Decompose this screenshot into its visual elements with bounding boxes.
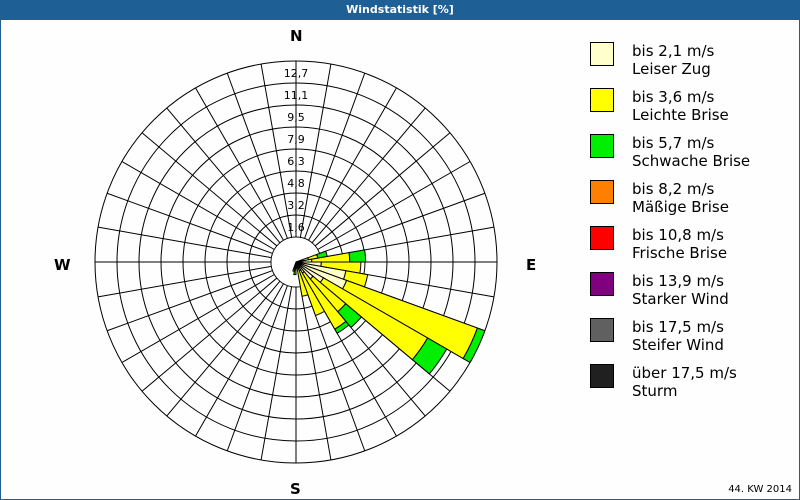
wind-sector-segment [348, 249, 367, 263]
legend-range: bis 8,2 m/s [632, 180, 715, 198]
radial-tick-label: 6,3 [287, 155, 305, 168]
legend-label: Schwache Brise [632, 152, 751, 170]
legend-swatch [590, 42, 614, 66]
legend-swatch [590, 88, 614, 112]
legend-label: Leichte Brise [632, 106, 729, 124]
wind-sector-segment [334, 320, 350, 334]
legend-label: Frische Brise [632, 244, 728, 262]
radial-tick-label: 3,2 [287, 199, 305, 212]
legend-label: Steifer Wind [632, 336, 724, 354]
legend-range: bis 2,1 m/s [632, 42, 715, 60]
wind-sector-segment [293, 269, 297, 276]
legend-range: bis 10,8 m/s [632, 226, 724, 244]
compass-east-label: E [526, 256, 537, 274]
legend-label: Mäßige Brise [632, 198, 729, 216]
radial-tick-label: 9,5 [287, 111, 305, 124]
radial-tick-label: 4,8 [287, 177, 305, 190]
wind-sector-segment [337, 303, 363, 329]
wind-sector-segment [298, 269, 326, 317]
legend-swatch [590, 272, 614, 296]
compass-west-label: W [54, 256, 71, 274]
radial-tick-label: 12,7 [284, 67, 309, 80]
wind-sector-segment [462, 327, 486, 364]
legend-range: bis 3,6 m/s [632, 88, 715, 106]
legend-swatch [590, 180, 614, 204]
wind-sector-segment [296, 267, 309, 297]
legend-range: über 17,5 m/s [632, 364, 737, 382]
wind-rose-chart: 1,6 3,2 4,8 6,3 7,9 9,5 11,1 12,7 [94, 60, 498, 464]
compass-south-label: S [290, 480, 301, 498]
radial-tick-label: 7,9 [287, 133, 305, 146]
legend-label: Sturm [632, 382, 678, 400]
title-bar: Windstatistik [%] [0, 0, 800, 20]
legend-swatch [590, 226, 614, 250]
radial-tick-label: 1,6 [287, 221, 305, 234]
compass-north-label: N [290, 27, 303, 45]
legend-swatch [590, 318, 614, 342]
legend-range: bis 17,5 m/s [632, 318, 724, 336]
legend-swatch [590, 134, 614, 158]
week-label: 44. KW 2014 [728, 484, 792, 495]
legend-range: bis 5,7 m/s [632, 134, 715, 152]
wind-sector-segment [411, 337, 448, 375]
legend-range: bis 13,9 m/s [632, 272, 724, 290]
radial-tick-label: 11,1 [284, 89, 309, 102]
legend-label: Leiser Zug [632, 60, 711, 78]
legend-label: Starker Wind [632, 290, 729, 308]
wind-sector-segment [292, 267, 296, 272]
legend-swatch [590, 364, 614, 388]
